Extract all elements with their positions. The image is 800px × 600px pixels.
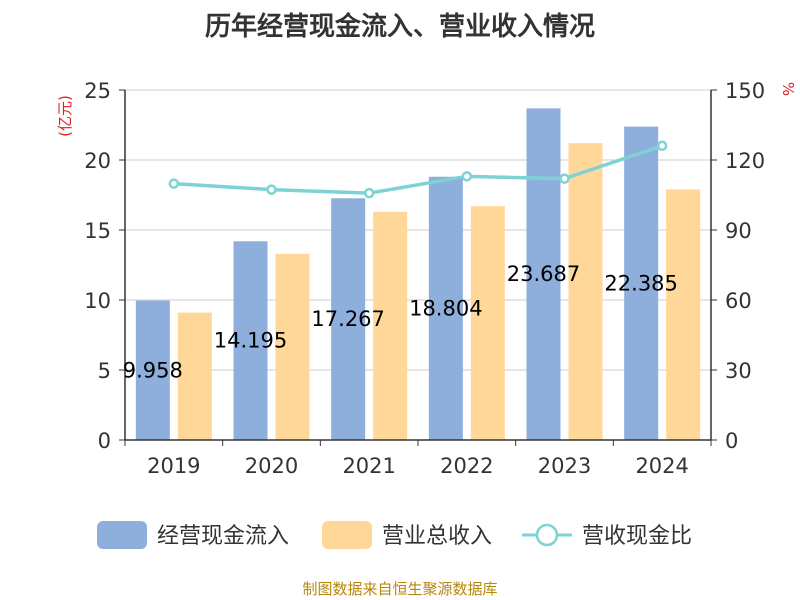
legend-marker [535, 523, 559, 547]
ratio-point [168, 178, 180, 189]
ratio-point [266, 184, 277, 195]
source-note: 制图数据来自恒生聚源数据库 [302, 580, 498, 598]
ratio-line [173, 144, 663, 195]
x-tick-label: 2020 [245, 454, 298, 478]
legend-label: 营收现金比 [582, 524, 692, 549]
y-tick-label: 20 [84, 149, 111, 173]
bar [233, 241, 268, 440]
x-tick-label: 2021 [342, 454, 395, 478]
bar [275, 253, 310, 440]
y2-tick-label: 60 [725, 289, 752, 313]
y-tick-label: 25 [84, 79, 111, 103]
y-tick-label: 15 [84, 219, 111, 243]
legend-swatch [97, 521, 147, 549]
y2-tick-label: 0 [725, 429, 738, 453]
data-label-layer: 9.958 14.195 17.267 18.804 23.687 22.385 [123, 262, 678, 382]
y-axis-title: (亿元) [56, 95, 74, 137]
bar [470, 206, 505, 440]
y2-tick-label: 90 [725, 219, 752, 243]
chart-title: 历年经营现金流入、营业收入情况 [204, 12, 595, 42]
bar [624, 126, 659, 441]
bar [331, 198, 366, 440]
y-tick-label: 5 [98, 359, 111, 383]
bar [373, 211, 408, 440]
ratio-point [559, 173, 570, 184]
data-label: 23.687 [507, 262, 580, 286]
data-label: 17.267 [311, 307, 384, 331]
axis-layer: 0 5 10 15 20 25 0 30 60 90 120 150 2019 2020 2021 2022 2… [56, 79, 797, 478]
ratio-point [461, 171, 473, 182]
bar-layer [135, 108, 701, 441]
bar [135, 300, 170, 440]
y2-tick-label: 150 [725, 79, 765, 103]
bar [568, 143, 603, 440]
bar [428, 176, 463, 440]
line-layer [168, 140, 668, 199]
x-tick-label: 2022 [440, 454, 493, 478]
data-label: 14.195 [214, 329, 287, 353]
y2-tick-label: 120 [725, 149, 765, 173]
bar [526, 108, 561, 441]
y2-tick-label: 30 [725, 359, 752, 383]
legend-label: 经营现金流入 [157, 524, 289, 549]
y-tick-label: 0 [98, 429, 111, 453]
y2-axis-title: % [779, 82, 797, 96]
y-tick-label: 10 [84, 289, 111, 313]
data-label: 9.958 [123, 358, 183, 382]
bar [666, 189, 701, 440]
x-tick-label: 2019 [147, 454, 200, 478]
legend: 经营现金流入 营业总收入 营收现金比 [97, 521, 692, 549]
x-tick-label: 2024 [635, 454, 688, 478]
legend-swatch [322, 521, 372, 549]
bar [177, 312, 212, 440]
grid-lines [125, 89, 711, 371]
x-tick-label: 2023 [538, 454, 591, 478]
ratio-point [363, 187, 375, 199]
ratio-point [656, 140, 668, 152]
data-label: 22.385 [604, 271, 677, 295]
legend-label: 营业总收入 [382, 524, 492, 549]
data-label: 18.804 [409, 296, 482, 320]
